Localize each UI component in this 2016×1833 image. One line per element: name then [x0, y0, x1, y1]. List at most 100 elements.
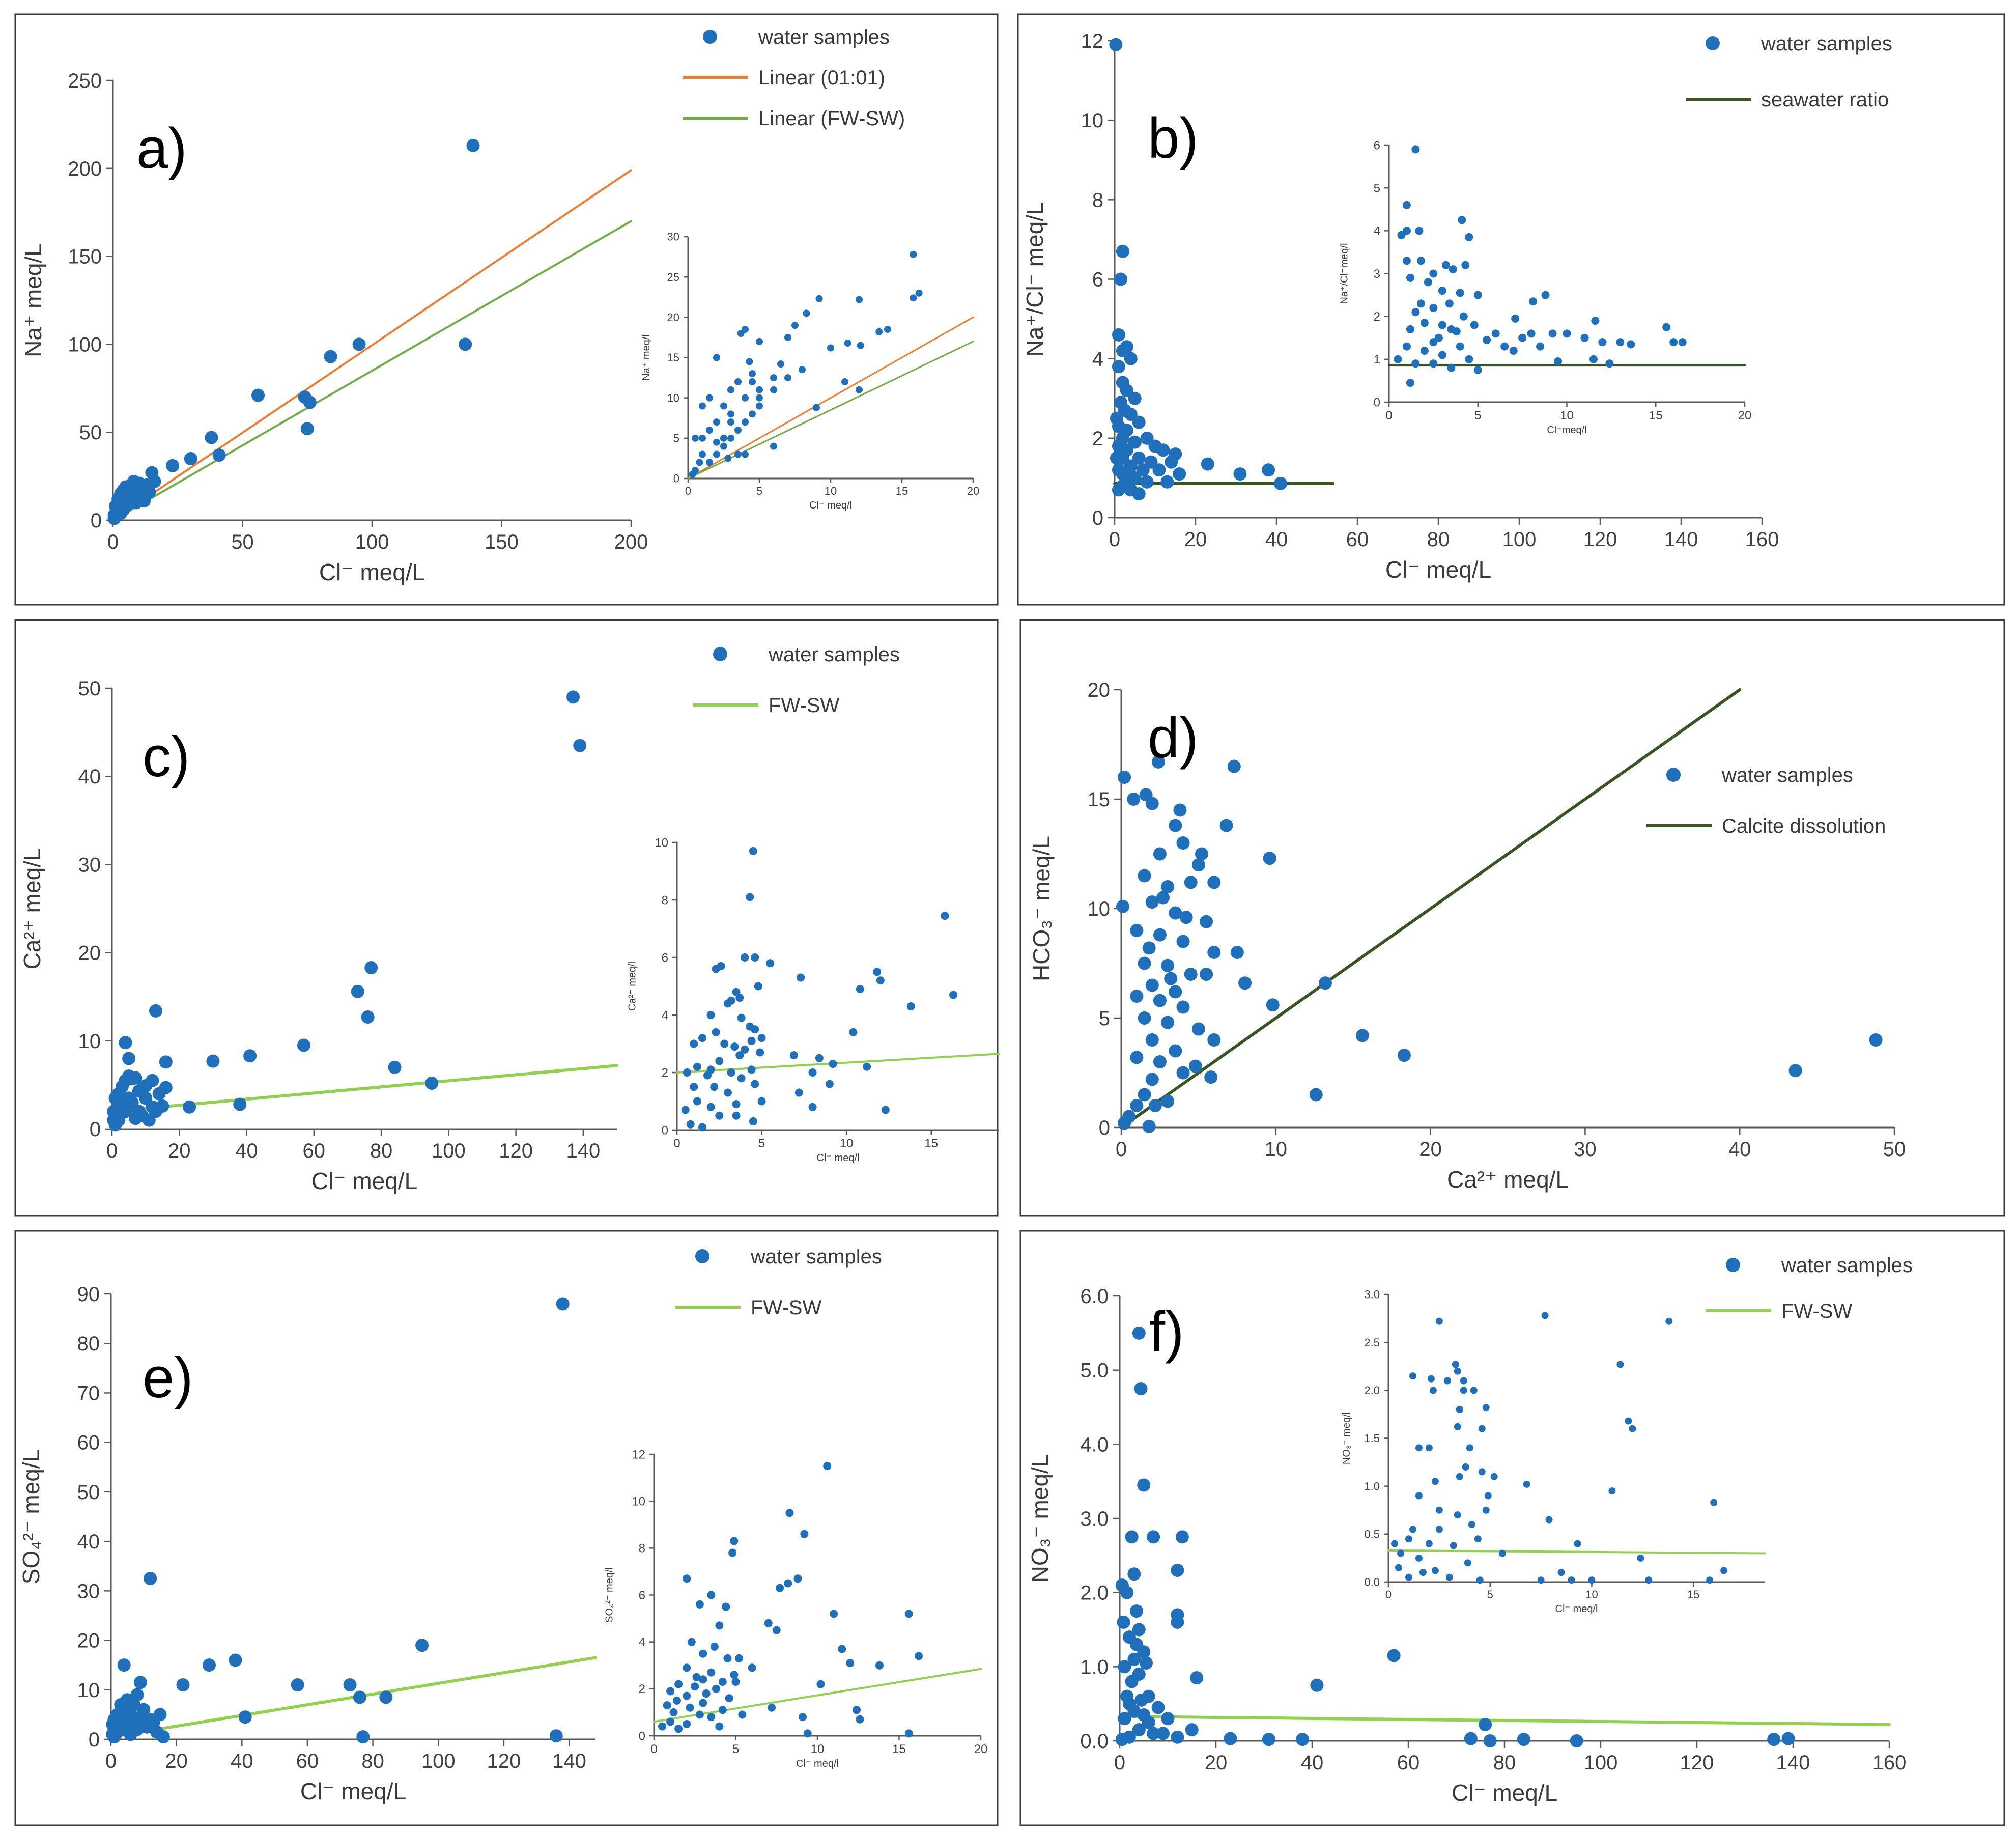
data-point: [856, 386, 863, 393]
data-point: [556, 1297, 570, 1311]
data-point: [1443, 1377, 1451, 1385]
x-tick-label: 0: [1116, 1138, 1127, 1161]
x-axis-title: Cl⁻ meq/L: [319, 559, 425, 585]
data-point: [1406, 325, 1414, 333]
data-point: [379, 1690, 393, 1704]
legend-label: FW-SW: [751, 1296, 821, 1319]
data-point: [1139, 1656, 1153, 1670]
data-point: [816, 1680, 825, 1688]
data-point: [689, 471, 696, 478]
data-point: [706, 1011, 715, 1019]
x-tick-label: 20: [168, 1140, 191, 1162]
data-point: [724, 455, 732, 462]
x-tick-label: 0: [105, 1750, 117, 1772]
data-point: [1140, 475, 1154, 489]
data-point: [115, 1105, 129, 1118]
y-axis-title: SO₄²⁻ meq/L: [18, 1449, 44, 1584]
data-point: [690, 1083, 698, 1091]
data-point: [1431, 1567, 1439, 1574]
data-point: [1140, 431, 1154, 445]
legend: water samples Linear (01:01) Linear (FW-SW…: [683, 26, 905, 130]
data-point: [1460, 1377, 1467, 1385]
legend-label: water samples: [1781, 1254, 1913, 1277]
data-point: [1161, 958, 1175, 972]
x-tick-label: 5: [1487, 1588, 1493, 1601]
data-point: [1134, 1693, 1148, 1707]
y-tick-label: 0: [639, 1729, 645, 1743]
data-point: [1456, 1473, 1463, 1480]
data-point: [910, 294, 917, 302]
data-point: [1118, 1116, 1131, 1130]
data-point: [693, 1062, 701, 1071]
y-tick-label: 70: [77, 1382, 100, 1404]
data-point: [1262, 463, 1275, 477]
y-tick-label: 1: [1374, 353, 1380, 366]
data-point: [1625, 1417, 1632, 1425]
data-point: [712, 1684, 720, 1693]
data-point: [1112, 439, 1125, 453]
data-point: [830, 1610, 838, 1618]
data-point: [915, 289, 923, 297]
y-tick-label: 5: [1099, 1007, 1110, 1030]
data-point: [1395, 1564, 1402, 1571]
data-point: [364, 961, 378, 975]
data-point: [699, 1649, 707, 1658]
y-tick-label: 2: [662, 1066, 668, 1080]
data-point: [1273, 476, 1287, 490]
x-tick-label: 20: [165, 1750, 188, 1772]
data-point: [734, 1654, 743, 1662]
data-point: [243, 1049, 257, 1063]
data-point: [1415, 1492, 1423, 1500]
legend-label: seawater ratio: [1761, 89, 1889, 111]
x-tick-label: 120: [1680, 1752, 1714, 1774]
data-point: [1665, 1317, 1673, 1325]
data-point: [1458, 216, 1466, 224]
data-point: [1142, 1715, 1155, 1729]
data-point: [1238, 976, 1252, 990]
data-point: [683, 1574, 691, 1583]
data-point: [1124, 352, 1138, 365]
y-tick-label: 0: [1092, 507, 1103, 529]
x-tick-label: 80: [361, 1750, 384, 1772]
x-tick-label: 15: [896, 485, 908, 497]
x-tick-label: 0: [1385, 409, 1392, 422]
data-point: [1128, 391, 1142, 405]
y-tick-label: 20: [78, 942, 101, 965]
data-point: [1156, 443, 1170, 457]
x-axis-title: Cl⁻ meq/L: [1385, 556, 1491, 583]
y-tick-label: 4: [1092, 348, 1103, 371]
data-point: [1678, 338, 1687, 347]
data-point: [695, 1600, 704, 1609]
data-point: [742, 394, 749, 402]
data-point: [1191, 858, 1205, 871]
data-point: [1130, 1051, 1144, 1064]
data-point: [1431, 1478, 1439, 1485]
legend-label: water samples: [1721, 764, 1853, 786]
legend-label: water samples: [768, 643, 900, 666]
y-tick-label: 10: [655, 836, 668, 850]
legend-marker: [1726, 1258, 1740, 1272]
panel-label: b): [1148, 106, 1199, 170]
data-point: [1179, 911, 1193, 924]
data-point: [1473, 291, 1482, 299]
chart-e: 0 20 40 60 80 100 120 1400102030405060708090Cl⁻…: [18, 1246, 882, 1804]
data-point: [1173, 467, 1186, 481]
x-tick-label: 100: [1502, 528, 1537, 551]
data-point: [756, 402, 763, 410]
data-point: [573, 739, 587, 752]
data-point: [710, 1642, 719, 1651]
data-point: [722, 1602, 730, 1611]
data-point: [108, 1091, 122, 1105]
data-point: [749, 370, 756, 378]
data-point: [827, 344, 834, 352]
data-point: [1191, 1022, 1205, 1036]
y-tick-label: 60: [77, 1432, 100, 1454]
data-point: [723, 1654, 732, 1662]
y-tick-label: 15: [667, 351, 679, 364]
data-point: [789, 1051, 798, 1060]
y-tick-label: 30: [78, 854, 101, 876]
data-point: [1153, 847, 1167, 861]
data-point: [415, 1639, 429, 1652]
data-point: [1450, 1542, 1457, 1549]
data-point: [1563, 329, 1571, 338]
